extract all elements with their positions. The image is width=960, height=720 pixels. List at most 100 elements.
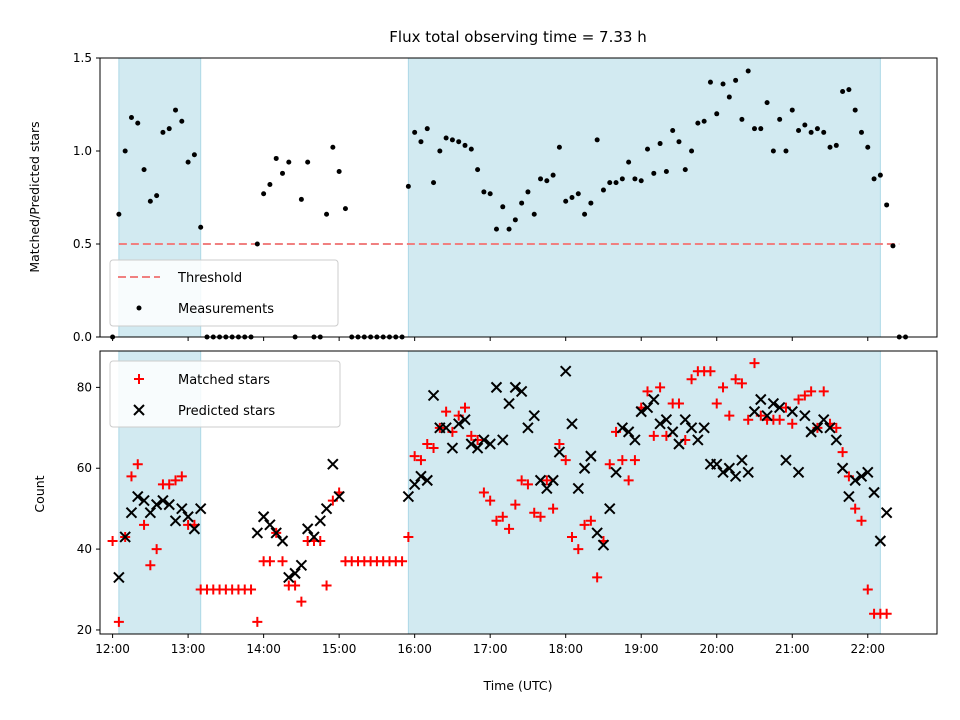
predicted-star-point: [666, 426, 679, 438]
y-tick-label: 40: [77, 542, 92, 556]
matched-star-point: [837, 447, 848, 458]
measurement-point: [298, 196, 304, 202]
measurement-point: [531, 211, 537, 217]
measurement-point: [166, 126, 172, 132]
shaded-interval: [407, 57, 881, 338]
measurement-point: [789, 107, 795, 113]
matched-star-point: [491, 515, 502, 526]
matched-star-point: [139, 519, 150, 530]
measurement-point: [626, 159, 632, 165]
measurement-point: [600, 187, 606, 193]
measurement-point: [638, 178, 644, 184]
matched-star-point: [504, 523, 515, 534]
matched-star-point: [441, 406, 452, 417]
measurement-point: [846, 87, 852, 93]
measurement-point: [588, 200, 594, 206]
predicted-star-point: [698, 422, 710, 434]
predicted-star-point: [616, 422, 629, 434]
matched-star-point: [862, 584, 873, 595]
matched-star-point: [151, 544, 162, 555]
matched-star-point: [529, 507, 540, 518]
measurement-point: [431, 180, 437, 186]
matched-star-point: [466, 430, 477, 441]
measurement-point: [481, 189, 487, 195]
measurement-point: [802, 122, 808, 128]
matched-star-point: [107, 536, 118, 547]
predicted-star-point: [855, 470, 868, 483]
matched-star-point: [831, 422, 842, 433]
predicted-star-point: [125, 507, 138, 519]
measurement-point: [191, 152, 197, 158]
matched-star-point: [585, 515, 596, 526]
matched-star-point: [460, 402, 471, 413]
measurement-point: [764, 100, 770, 106]
predicted-star-point: [622, 426, 635, 438]
measurement-point: [695, 120, 701, 126]
predicted-star-point: [685, 422, 698, 434]
matched-star-point: [711, 398, 722, 409]
predicted-star-point: [673, 438, 685, 450]
predicted-star-point: [421, 474, 433, 487]
predicted-star-point: [767, 397, 780, 410]
matched-star-point: [535, 511, 546, 522]
measurement-point: [575, 191, 581, 197]
predicted-star-point: [780, 454, 792, 466]
measurement-point: [733, 77, 739, 83]
predicted-star-point: [572, 482, 584, 495]
matched-star-point: [673, 398, 684, 409]
predicted-star-point: [692, 434, 704, 446]
predicted-star-point: [453, 418, 465, 430]
measurement-point: [179, 118, 185, 124]
matched-star-point: [516, 475, 527, 486]
matched-star-point: [403, 531, 414, 542]
predicted-star-point: [289, 567, 301, 580]
measurement-point: [198, 224, 204, 230]
matched-star-point: [592, 572, 603, 583]
matched-star-point: [724, 410, 735, 421]
predicted-star-point: [163, 498, 175, 511]
top-y-axis-label: Matched/Predicted stars: [27, 121, 42, 272]
measurement-point: [796, 128, 802, 134]
predicted-star-point: [742, 466, 754, 478]
matched-star-point: [264, 556, 275, 567]
predicted-star-point: [138, 494, 150, 507]
measurement-point: [814, 126, 820, 132]
matched-star-point: [799, 390, 810, 401]
measurement-point: [884, 202, 890, 208]
predicted-star-point: [270, 527, 282, 539]
predicted-star-point: [515, 385, 528, 398]
matched-star-point: [113, 616, 124, 627]
measurement-point: [720, 81, 726, 87]
measurement-point: [185, 159, 191, 165]
matched-star-point: [604, 459, 615, 470]
predicted-star-point: [194, 502, 207, 515]
predicted-star-point: [327, 458, 339, 470]
predicted-star-point: [301, 523, 314, 535]
matched-star-point: [686, 374, 697, 385]
predicted-star-point: [679, 414, 691, 426]
matched-star-point: [541, 475, 552, 486]
x-tick-label: 12:00: [95, 642, 130, 656]
predicted-star-point: [459, 414, 471, 426]
measurement-point: [468, 146, 474, 152]
matched-star-point: [856, 515, 867, 526]
measurement-point: [336, 168, 342, 174]
measurement-point: [519, 200, 525, 206]
measurement-point: [261, 191, 267, 197]
predicted-star-point: [723, 462, 736, 474]
measurement-point: [462, 142, 468, 148]
x-tick-label: 19:00: [624, 642, 659, 656]
legend-threshold-label: Threshold: [177, 271, 242, 286]
predicted-star-point: [169, 515, 182, 527]
measurement-point: [852, 107, 858, 113]
predicted-star-point: [591, 527, 603, 539]
predicted-star-point: [157, 494, 169, 507]
top-panel: 0.0 0.5 1.0 1.5 Threshold Measurements: [73, 51, 938, 344]
matched-star-point: [428, 443, 439, 454]
matched-star-point: [749, 358, 760, 369]
measurement-point: [607, 180, 613, 186]
measurement-point: [877, 172, 883, 178]
measurement-point: [506, 226, 512, 232]
predicted-star-point: [874, 535, 887, 547]
measurement-point: [890, 243, 896, 249]
